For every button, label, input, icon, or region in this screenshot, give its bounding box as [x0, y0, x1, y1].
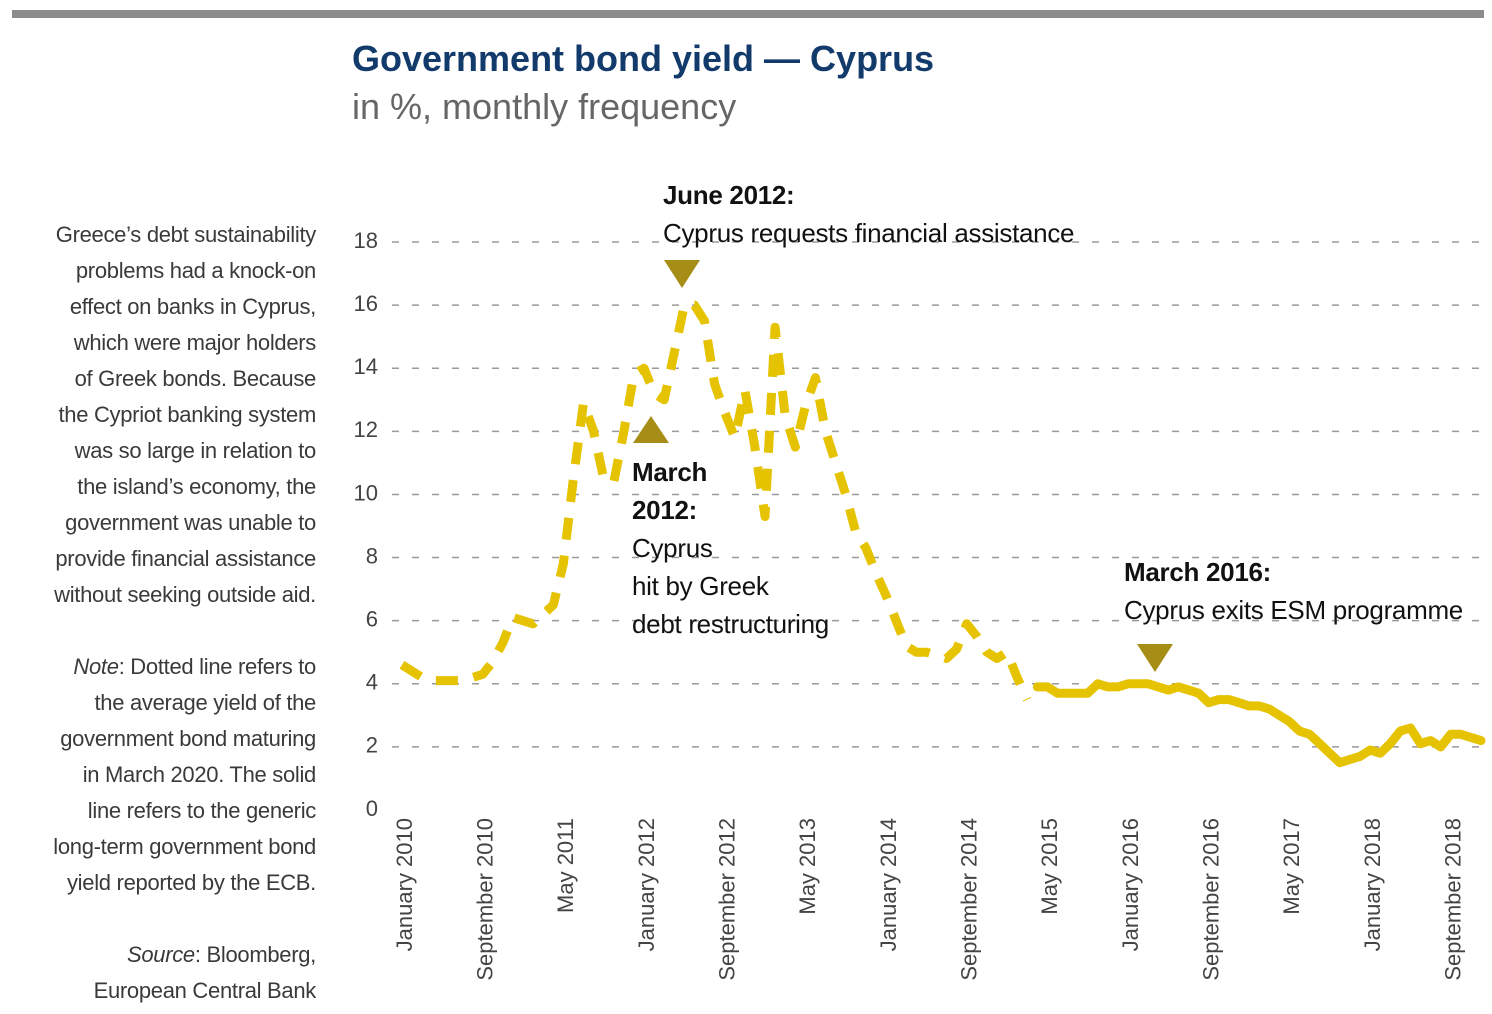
note-line: the average yield of the — [0, 685, 316, 721]
sidebar-line: government was unable to — [65, 510, 316, 535]
note-text: line refers to the generic — [87, 798, 317, 823]
note-line: Note: Dotted line refers to — [0, 649, 316, 685]
y-tick-label: 6 — [366, 606, 378, 631]
source-label: Source — [126, 942, 195, 967]
annotation-text: debt restructuring — [632, 609, 829, 639]
marker-march-2012 — [633, 416, 669, 443]
note-line: government bond maturing — [0, 721, 316, 757]
series-line — [1032, 679, 1486, 768]
note-text: government bond maturing — [60, 726, 316, 751]
sidebar-line: the Cypriot banking system — [58, 402, 316, 427]
annotation-title: June 2012: — [663, 180, 795, 210]
annotation-title: 2012: — [632, 495, 697, 525]
annotation-title: March — [632, 457, 708, 487]
series-line — [399, 300, 1032, 702]
note-text: yield reported by the ECB. — [66, 870, 316, 895]
sidebar-line: which were major holders — [73, 330, 317, 355]
x-tick-label: September 2018 — [1441, 818, 1466, 981]
y-tick-label: 18 — [354, 228, 378, 253]
marker-june-2012 — [664, 260, 700, 288]
plot: 0 2 4 6 8 10 12 14 16 18 January 2010 September 201… — [354, 228, 1486, 981]
source-line: Source: Bloomberg, — [0, 937, 316, 973]
sidebar-line: Greece’s debt sustainability — [55, 222, 317, 247]
x-tick-label: January 2014 — [876, 818, 901, 951]
annotation: March 2012: Cyprus hit by Greek debt restruc… — [632, 453, 829, 643]
note-text: : Dotted line refers to — [118, 654, 317, 679]
sidebar-line: effect on banks in Cyprus, — [69, 294, 316, 319]
note-line: long-term government bond — [0, 829, 316, 865]
y-tick-label: 14 — [354, 354, 378, 379]
x-tick-label: May 2013 — [795, 818, 820, 915]
y-tick-label: 16 — [354, 291, 378, 316]
note-label: Note — [73, 654, 119, 679]
annotation-text: hit by Greek — [632, 571, 769, 601]
annotation-text: Cyprus requests financial assistance — [663, 218, 1075, 248]
note-text: long-term government bond — [53, 834, 316, 859]
y-tick-label: 0 — [366, 796, 378, 821]
note: Note: Dotted line refers to the average y… — [0, 649, 316, 901]
chart-subtitle: in %, monthly frequency — [352, 86, 737, 127]
source: Source: Bloomberg, European Central Bank — [0, 937, 317, 1009]
y-tick-label: 4 — [366, 670, 378, 695]
chart-title: Government bond yield — Cyprus — [352, 38, 935, 79]
annotation-text: Cyprus — [632, 533, 713, 563]
annotation-title: March 2016: — [1124, 557, 1271, 587]
x-tick-label: September 2012 — [715, 818, 740, 981]
x-tick-label: January 2010 — [392, 818, 417, 951]
sidebar-line: provide financial assistance — [55, 546, 316, 571]
source-line: European Central Bank — [0, 973, 317, 1009]
note-text: the average yield of the — [94, 690, 316, 715]
y-tick-label: 10 — [354, 480, 378, 505]
x-tick-label: May 2011 — [553, 818, 578, 913]
source-text: European Central Bank — [93, 978, 317, 1003]
x-tick-label: September 2014 — [957, 818, 982, 981]
sidebar-line: was so large in relation to — [74, 438, 317, 463]
annotation: June 2012: Cyprus requests financial assi… — [663, 176, 1074, 252]
x-tick-label: September 2010 — [472, 818, 497, 981]
x-tick-label: May 2017 — [1279, 818, 1304, 915]
sidebar-line: of Greek bonds. Because — [74, 366, 317, 391]
x-tick-label: January 2018 — [1360, 818, 1385, 951]
sidebar-line: problems had a knock-on — [75, 258, 316, 283]
note-text: in March 2020. The solid — [82, 762, 317, 787]
y-tick-label: 8 — [366, 543, 378, 568]
x-tick-label: January 2012 — [634, 818, 659, 951]
y-tick-label: 12 — [354, 417, 378, 442]
note-line: line refers to the generic — [0, 793, 317, 829]
top-rule — [12, 10, 1484, 18]
x-tick-label: January 2016 — [1118, 818, 1143, 951]
note-line: yield reported by the ECB. — [0, 865, 316, 901]
x-tick-label: September 2016 — [1199, 818, 1224, 981]
note-line: in March 2020. The solid — [0, 757, 317, 793]
annotation: March 2016: Cyprus exits ESM programme — [1124, 553, 1463, 629]
marker-march-2016 — [1137, 644, 1173, 672]
source-text: : Bloomberg, — [194, 942, 316, 967]
sidebar-line: without seeking outside aid. — [54, 582, 316, 607]
annotation-text: Cyprus exits ESM programme — [1124, 595, 1463, 625]
y-tick-label: 2 — [366, 733, 378, 758]
x-tick-label: May 2015 — [1037, 818, 1062, 915]
sidebar-text: Greece’s debt sustainability problems had… — [0, 217, 316, 613]
sidebar-line: the island’s economy, the — [77, 474, 316, 499]
